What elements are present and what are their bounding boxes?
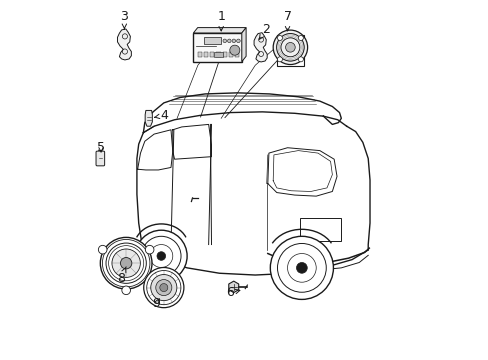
Text: 8: 8 [117, 267, 126, 285]
Bar [216, 51, 220, 57]
Text: 3: 3 [120, 10, 128, 29]
Text: 2: 2 [259, 23, 269, 39]
Circle shape [270, 236, 333, 300]
Circle shape [298, 57, 303, 62]
Text: 9: 9 [152, 297, 160, 310]
Bar [203, 51, 208, 57]
Circle shape [156, 280, 171, 296]
Bar [277, 35, 303, 66]
Bar [214, 51, 223, 57]
Circle shape [112, 249, 140, 278]
Text: 1: 1 [217, 10, 224, 31]
Circle shape [122, 286, 130, 294]
Circle shape [236, 39, 240, 42]
Bar [222, 51, 226, 57]
Circle shape [145, 245, 154, 254]
Bar [300, 218, 341, 241]
Bar [197, 51, 202, 57]
Polygon shape [145, 111, 152, 126]
Circle shape [160, 284, 167, 292]
Circle shape [135, 230, 187, 282]
Circle shape [223, 39, 226, 42]
Circle shape [143, 267, 183, 308]
Polygon shape [193, 28, 245, 33]
Circle shape [98, 245, 107, 254]
Circle shape [120, 257, 132, 269]
Circle shape [227, 39, 231, 42]
Text: 7: 7 [283, 10, 291, 31]
Circle shape [296, 262, 306, 273]
Text: 4: 4 [154, 109, 168, 122]
Text: 6: 6 [225, 287, 240, 300]
Text: 5: 5 [97, 141, 105, 154]
Circle shape [157, 252, 165, 260]
Bar [210, 51, 214, 57]
Bar [193, 33, 241, 62]
Polygon shape [241, 28, 245, 62]
Circle shape [285, 42, 295, 52]
Circle shape [100, 237, 152, 289]
Circle shape [277, 57, 282, 62]
Bar [203, 37, 221, 44]
Circle shape [150, 275, 177, 301]
Circle shape [277, 36, 282, 40]
Bar [235, 51, 239, 57]
Circle shape [298, 36, 303, 40]
Polygon shape [228, 281, 238, 293]
FancyBboxPatch shape [96, 151, 104, 166]
Circle shape [229, 45, 239, 55]
Polygon shape [117, 29, 131, 60]
Circle shape [273, 30, 307, 64]
Circle shape [232, 39, 235, 42]
Bar [228, 51, 233, 57]
Polygon shape [254, 33, 266, 62]
